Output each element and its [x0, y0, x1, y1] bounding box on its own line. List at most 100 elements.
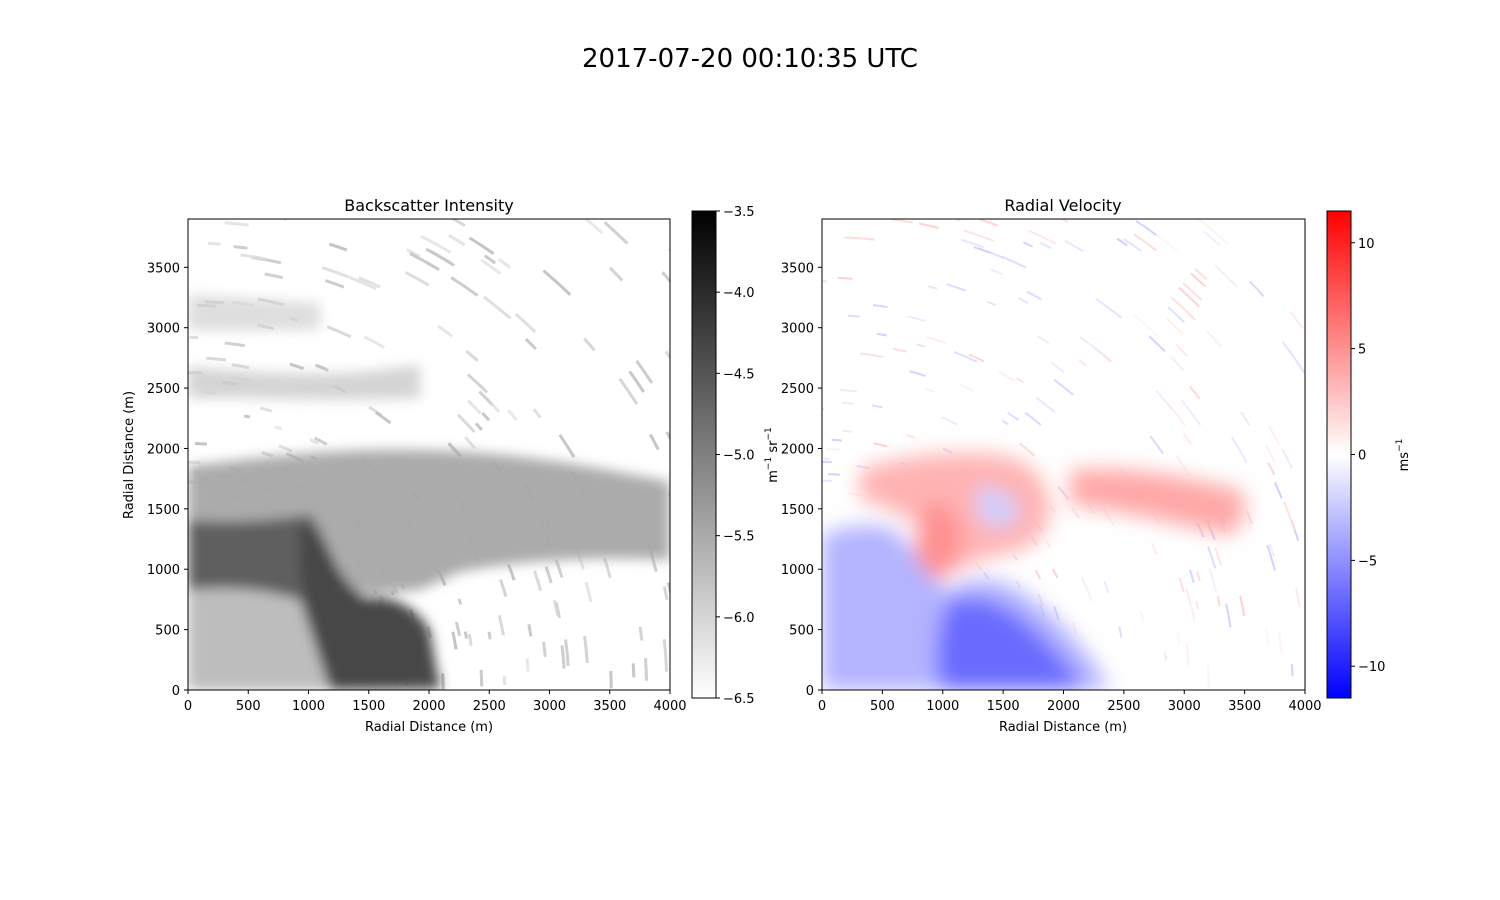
velocity-streak	[889, 219, 913, 224]
backscatter-streak	[765, 503, 771, 522]
velocity-streak	[1265, 445, 1276, 464]
velocity-streak	[1290, 663, 1294, 677]
velocity-streak	[1283, 501, 1296, 532]
backscatter-streak	[405, 248, 421, 258]
backscatter-streak	[224, 221, 249, 227]
velocity-streak	[1149, 435, 1164, 455]
velocity-streak	[1017, 297, 1029, 305]
velocity-colorbar: 10 5 0 −5 −10 ms−1	[1326, 210, 1412, 699]
velocity-streak	[1273, 481, 1283, 499]
backscatter-streak	[313, 436, 328, 446]
velocity-xtick-label: 2000	[1047, 699, 1080, 714]
backscatter-streak	[667, 492, 670, 499]
velocity-streak	[1022, 241, 1034, 248]
backscatter-streak	[525, 658, 530, 672]
velocity-streak	[1454, 655, 1455, 669]
upper-layer-2	[188, 295, 320, 331]
backscatter-streak	[363, 335, 386, 349]
backscatter-streak	[592, 178, 604, 188]
velocity-streak	[1289, 311, 1304, 329]
backscatter-streak	[309, 184, 334, 191]
velocity-streak	[876, 332, 888, 337]
velocity-streak	[1057, 104, 1076, 112]
velocity-streak	[916, 343, 926, 348]
velocity-streak	[959, 383, 974, 392]
backscatter-xtick-label: 3000	[533, 699, 566, 714]
backscatter-streak	[480, 258, 502, 275]
velocity-streak	[1180, 399, 1202, 426]
backscatter-streak	[467, 633, 473, 646]
velocity-streak	[1309, 367, 1326, 394]
velocity-streak	[1208, 568, 1218, 593]
backscatter-streak	[279, 219, 287, 221]
backscatter-streak	[743, 582, 747, 606]
backscatter-xtick-label: 2000	[412, 699, 445, 714]
backscatter-streak	[463, 162, 483, 173]
velocity-streak	[1015, 580, 1022, 589]
backscatter-streak	[274, 425, 283, 431]
velocity-colorbar-ticks: 10 5 0 −5 −10	[1351, 237, 1385, 675]
velocity-streak	[1099, 122, 1111, 128]
backscatter-streak	[233, 245, 248, 250]
backscatter-streak	[259, 406, 273, 413]
backscatter-colorbar-ticks: −3.5 −4.0 −4.5 −5.0 −5.5 −6.0 −6.5	[716, 205, 755, 707]
velocity-streak	[1071, 507, 1080, 519]
velocity-streak	[828, 473, 840, 476]
velocity-streak	[1195, 601, 1199, 610]
backscatter-streak	[264, 272, 284, 280]
velocity-streak	[1360, 490, 1370, 518]
velocity-streak	[889, 87, 913, 90]
backscatter-streak	[514, 312, 537, 333]
backscatter-streak	[564, 639, 570, 667]
velocity-streak	[872, 304, 888, 309]
backscatter-ytick-label: 2000	[147, 442, 180, 457]
backscatter-streak	[451, 631, 458, 650]
velocity-streak	[946, 283, 966, 292]
backscatter-streak	[490, 402, 501, 413]
velocity-streak	[1216, 596, 1221, 607]
backscatter-streak	[583, 219, 604, 235]
velocity-streak	[942, 447, 953, 454]
backscatter-ytick-label: 3000	[147, 322, 180, 337]
velocity-streak	[1001, 255, 1027, 269]
velocity-streak	[1053, 606, 1060, 621]
velocity-streak	[1103, 581, 1110, 594]
velocity-streak	[968, 353, 985, 363]
backscatter-xtick-label: 500	[236, 699, 261, 714]
velocity-ytick-label: 3000	[781, 322, 814, 337]
backscatter-ytick-label: 3500	[147, 261, 180, 276]
backscatter-streak	[544, 566, 553, 584]
backscatter-streak	[497, 257, 512, 269]
backscatter-streak	[451, 103, 474, 114]
velocity-streak	[1369, 375, 1385, 405]
velocity-panel: Radial Velocity 0 500 1000 1500 2000 2500 3000…	[781, 85, 1455, 735]
velocity-streak	[1064, 240, 1084, 253]
backscatter-streak	[662, 639, 669, 672]
velocity-streak	[973, 219, 976, 220]
velocity-streak	[977, 219, 998, 227]
backscatter-streak	[474, 422, 483, 431]
backscatter-streak	[744, 652, 745, 673]
velocity-streak	[1214, 264, 1238, 288]
backscatter-streak	[533, 570, 543, 592]
velocity-streak	[960, 238, 984, 249]
backscatter-streak	[404, 270, 430, 287]
velocity-streak	[1057, 486, 1070, 500]
backscatter-colorbar: −3.5 −4.0 −4.5 −5.0 −5.5 −6.0 −6.5 m−1 sr−1	[691, 205, 781, 707]
backscatter-streak	[507, 564, 516, 581]
velocity-streak	[986, 300, 997, 307]
velocity-streak	[1095, 298, 1123, 319]
backscatter-ytick-label: 500	[155, 624, 180, 639]
backscatter-streak	[483, 254, 497, 265]
velocity-streak	[1185, 183, 1208, 200]
velocity-streak	[1188, 599, 1196, 621]
velocity-streak	[1207, 546, 1217, 569]
velocity-streak	[1080, 336, 1105, 357]
backscatter-streak	[558, 433, 576, 458]
velocity-streak	[859, 85, 898, 89]
backscatter-heatmap	[188, 103, 771, 690]
velocity-streak	[1383, 508, 1394, 545]
velocity-streak	[1133, 233, 1158, 252]
velocity-streak	[1281, 448, 1293, 469]
velocity-ytick-label: 3500	[781, 261, 814, 276]
